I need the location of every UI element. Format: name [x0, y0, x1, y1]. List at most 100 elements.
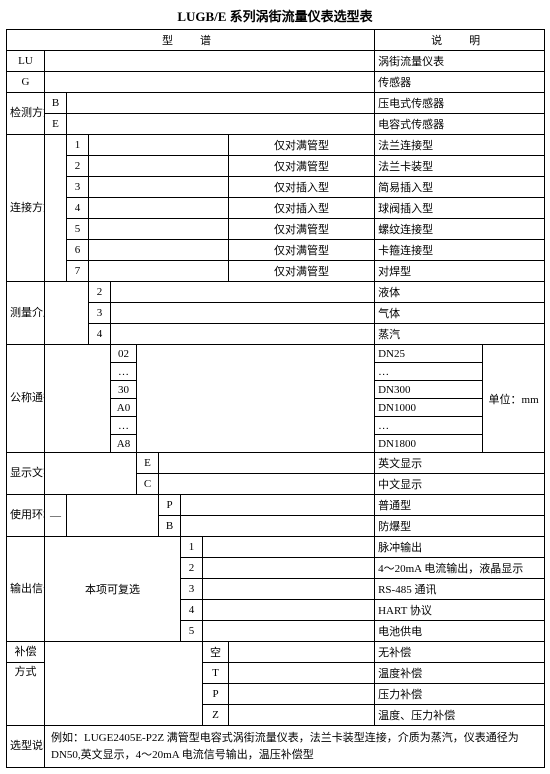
code: 4 [67, 198, 89, 219]
desc: 防爆型 [375, 516, 545, 537]
desc: 对焊型 [375, 261, 545, 282]
header-row: 型 谱 说 明 [7, 30, 545, 51]
cell [89, 198, 229, 219]
cell [159, 453, 375, 474]
cell [203, 537, 375, 558]
code: 空 [203, 642, 229, 663]
desc: DN1000 [375, 399, 483, 417]
cell [111, 324, 375, 345]
code: 3 [181, 579, 203, 600]
page-title: LUGB/E 系列涡街流量仪表选型表 [6, 6, 544, 25]
cell [89, 135, 229, 156]
mid: 仅对插入型 [229, 198, 375, 219]
dn-label: 公称通径 [7, 345, 45, 453]
lu-desc: 涡街流量仪表 [375, 51, 545, 72]
cell [45, 135, 67, 282]
desc: 螺纹连接型 [375, 219, 545, 240]
desc: 法兰连接型 [375, 135, 545, 156]
cell [67, 495, 159, 537]
code: A8 [111, 435, 137, 453]
desc: 普通型 [375, 495, 545, 516]
cell [229, 684, 375, 705]
code: P [159, 495, 181, 516]
conn-label: 连接方式 [7, 135, 45, 282]
cell [67, 93, 375, 114]
code: A0 [111, 399, 137, 417]
cell [229, 705, 375, 726]
desc: 英文显示 [375, 453, 545, 474]
g-code: G [7, 72, 45, 93]
desc: 简易插入型 [375, 177, 545, 198]
code: 2 [67, 156, 89, 177]
cell [89, 219, 229, 240]
cell [203, 600, 375, 621]
cell [229, 642, 375, 663]
ex-label: 选型说明 [7, 726, 45, 768]
mid: 仅对满管型 [229, 219, 375, 240]
env-label: 使用环境 [7, 495, 45, 537]
code: … [111, 363, 137, 381]
out-note: 本项可复选 [45, 537, 181, 642]
code: 4 [181, 600, 203, 621]
mid: 仅对插入型 [229, 177, 375, 198]
cell [45, 72, 375, 93]
code: 1 [181, 537, 203, 558]
cell [111, 303, 375, 324]
lu-code: LU [7, 51, 45, 72]
selection-table: 型 谱 说 明 LU涡街流量仪表 G传感器 检测方式B压电式传感器 E电容式传感… [6, 29, 545, 768]
code: 2 [89, 282, 111, 303]
cell [67, 114, 375, 135]
cell [89, 177, 229, 198]
detect-label: 检测方式 [7, 93, 45, 135]
dash: — [45, 495, 67, 537]
desc: 温度补偿 [375, 663, 545, 684]
code: C [137, 474, 159, 495]
desc: DN1800 [375, 435, 483, 453]
out-label: 输出信号 [7, 537, 45, 642]
code: Z [203, 705, 229, 726]
desc: DN300 [375, 381, 483, 399]
disp-label: 显示文字 [7, 453, 45, 495]
cell [159, 474, 375, 495]
desc: HART 协议 [375, 600, 545, 621]
code: B [45, 93, 67, 114]
code: B [159, 516, 181, 537]
cell [203, 621, 375, 642]
cell [89, 240, 229, 261]
cell [45, 51, 375, 72]
code: 02 [111, 345, 137, 363]
desc: 压力补偿 [375, 684, 545, 705]
desc: 脉冲输出 [375, 537, 545, 558]
cell [181, 516, 375, 537]
code: 1 [67, 135, 89, 156]
hdr-spec: 型 谱 [7, 30, 375, 51]
cell [203, 579, 375, 600]
code: 3 [67, 177, 89, 198]
code: 7 [67, 261, 89, 282]
desc: 中文显示 [375, 474, 545, 495]
desc: 法兰卡装型 [375, 156, 545, 177]
desc: 4～20mA 电流输出，液晶显示 [375, 558, 545, 579]
desc: RS-485 通讯 [375, 579, 545, 600]
desc: 球阀插入型 [375, 198, 545, 219]
code: 6 [67, 240, 89, 261]
mid: 仅对满管型 [229, 135, 375, 156]
code: 30 [111, 381, 137, 399]
mid: 仅对满管型 [229, 156, 375, 177]
med-label: 测量介质 [7, 282, 45, 345]
desc: DN25 [375, 345, 483, 363]
cell [89, 156, 229, 177]
desc: 电容式传感器 [375, 114, 545, 135]
g-desc: 传感器 [375, 72, 545, 93]
code: T [203, 663, 229, 684]
hdr-desc: 说 明 [375, 30, 545, 51]
cell [45, 345, 111, 453]
cell [45, 282, 89, 345]
desc: 蒸汽 [375, 324, 545, 345]
desc: … [375, 363, 483, 381]
desc: 液体 [375, 282, 545, 303]
code: E [45, 114, 67, 135]
code: 5 [181, 621, 203, 642]
cell [229, 663, 375, 684]
dn-unit: 单位：mm [483, 345, 545, 453]
